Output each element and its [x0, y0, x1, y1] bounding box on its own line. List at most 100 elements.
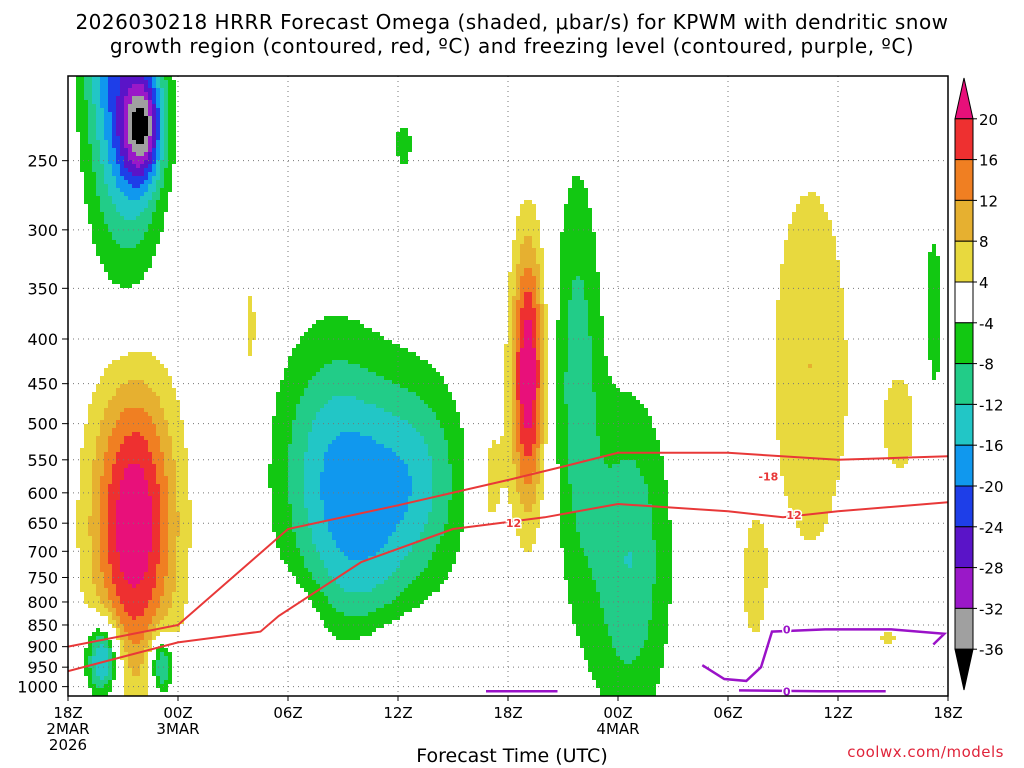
omega-cell — [328, 336, 332, 340]
omega-cell — [520, 260, 524, 264]
omega-cell — [844, 404, 848, 408]
omega-cell — [96, 116, 100, 120]
omega-cell — [140, 400, 144, 404]
omega-cell — [296, 384, 300, 388]
omega-cell — [824, 408, 828, 412]
omega-cell — [588, 256, 592, 260]
omega-cell — [528, 404, 532, 408]
omega-cell — [404, 132, 408, 136]
omega-cell — [808, 432, 812, 436]
omega-cell — [308, 376, 312, 380]
omega-cell — [140, 372, 144, 376]
omega-cell — [96, 240, 100, 244]
omega-cell — [112, 256, 116, 260]
omega-cell — [564, 312, 568, 316]
omega-cell — [448, 428, 452, 432]
omega-cell — [336, 316, 340, 320]
omega-cell — [148, 124, 152, 128]
omega-cell — [144, 264, 148, 268]
omega-cell — [120, 432, 124, 436]
omega-cell — [600, 356, 604, 360]
omega-cell — [784, 308, 788, 312]
omega-cell — [788, 356, 792, 360]
omega-cell — [320, 384, 324, 388]
omega-cell — [428, 404, 432, 408]
omega-cell — [276, 396, 280, 400]
omega-cell — [576, 352, 580, 356]
omega-cell — [536, 300, 540, 304]
omega-cell — [332, 396, 336, 400]
omega-cell — [784, 416, 788, 420]
omega-cell — [400, 368, 404, 372]
omega-cell — [836, 308, 840, 312]
omega-cell — [392, 396, 396, 400]
omega-cell — [276, 436, 280, 440]
omega-cell — [588, 232, 592, 236]
omega-cell — [152, 368, 156, 372]
omega-cell — [348, 412, 352, 416]
omega-cell — [516, 264, 520, 268]
omega-cell — [348, 408, 352, 412]
omega-cell — [252, 316, 256, 320]
omega-cell — [136, 128, 140, 132]
omega-cell — [448, 424, 452, 428]
omega-cell — [84, 76, 88, 80]
omega-cell — [780, 340, 784, 344]
omega-cell — [292, 380, 296, 384]
omega-cell — [108, 168, 112, 172]
omega-cell — [116, 280, 120, 284]
omega-cell — [780, 356, 784, 360]
omega-cell — [904, 400, 908, 404]
omega-cell — [356, 388, 360, 392]
omega-cell — [544, 424, 548, 428]
omega-cell — [812, 392, 816, 396]
omega-cell — [788, 416, 792, 420]
omega-cell — [120, 132, 124, 136]
omega-cell — [108, 224, 112, 228]
omega-cell — [828, 256, 832, 260]
omega-cell — [144, 108, 148, 112]
omega-cell — [532, 256, 536, 260]
omega-cell — [100, 80, 104, 84]
omega-cell — [368, 340, 372, 344]
omega-cell — [384, 388, 388, 392]
omega-cell — [808, 424, 812, 428]
omega-cell — [252, 320, 256, 324]
omega-cell — [564, 360, 568, 364]
omega-cell — [576, 300, 580, 304]
omega-cell — [796, 248, 800, 252]
omega-cell — [104, 428, 108, 432]
omega-cell — [96, 120, 100, 124]
omega-cell — [520, 368, 524, 372]
omega-cell — [780, 372, 784, 376]
omega-cell — [124, 80, 128, 84]
omega-cell — [908, 408, 912, 412]
omega-cell — [424, 388, 428, 392]
omega-cell — [116, 208, 120, 212]
omega-cell — [796, 260, 800, 264]
omega-cell — [432, 376, 436, 380]
omega-cell — [820, 256, 824, 260]
omega-cell — [160, 80, 164, 84]
omega-cell — [788, 344, 792, 348]
omega-cell — [128, 200, 132, 204]
omega-cell — [156, 208, 160, 212]
omega-cell — [88, 164, 92, 168]
omega-cell — [580, 400, 584, 404]
omega-cell — [576, 392, 580, 396]
omega-cell — [148, 388, 152, 392]
omega-cell — [520, 320, 524, 324]
omega-cell — [544, 316, 548, 320]
omega-cell — [512, 356, 516, 360]
omega-cell — [348, 372, 352, 376]
omega-cell — [532, 236, 536, 240]
omega-cell — [516, 312, 520, 316]
omega-cell — [788, 228, 792, 232]
omega-cell — [112, 416, 116, 420]
omega-cell — [420, 376, 424, 380]
omega-cell — [792, 340, 796, 344]
omega-cell — [588, 376, 592, 380]
omega-cell — [384, 416, 388, 420]
omega-cell — [384, 392, 388, 396]
omega-cell — [572, 404, 576, 408]
